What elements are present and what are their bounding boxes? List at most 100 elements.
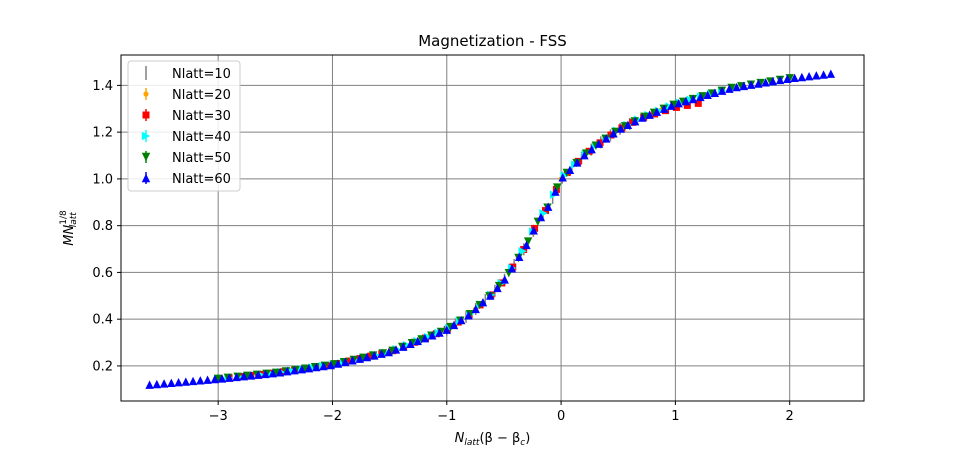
data-point [399, 342, 408, 351]
data-point [686, 95, 695, 104]
legend-marker [141, 152, 151, 162]
x-tick-label: 0 [557, 409, 565, 424]
data-point [348, 356, 357, 365]
legend-item: Nlatt=20 [143, 88, 231, 103]
legend-item: Nlatt=50 [141, 151, 231, 166]
data-point [297, 364, 306, 374]
data-point [558, 173, 567, 182]
legend-marker [141, 131, 151, 141]
data-point [694, 99, 702, 107]
data-point [652, 107, 662, 116]
axis-ticks: −3 −2 −1 0 1 2 0.2 0.4 0.6 0.8 1.0 1.2 1.4 [92, 79, 794, 424]
data-point [659, 104, 669, 113]
data-point [272, 368, 281, 378]
data-point [449, 320, 459, 330]
data-point [761, 78, 770, 87]
data-point [203, 375, 212, 384]
x-tick-label: 1 [671, 409, 679, 424]
y-axis-label: MN1/8latt [59, 210, 79, 246]
y-tick-label: 1.0 [92, 172, 113, 187]
data-point [681, 96, 691, 106]
data-point [345, 357, 353, 365]
data-point [674, 98, 683, 108]
data-point [413, 336, 422, 346]
data-point [543, 202, 553, 211]
data-point [717, 86, 727, 95]
legend-item: Nlatt=30 [142, 109, 231, 124]
data-point [159, 379, 169, 388]
data-point [565, 165, 575, 175]
data-point [826, 69, 836, 78]
data-point [812, 71, 821, 80]
data-point [478, 298, 488, 307]
data-point [520, 245, 528, 253]
data-point [507, 264, 517, 273]
data-point [304, 363, 314, 373]
data-point [391, 345, 401, 354]
data-point [587, 144, 596, 154]
data-point [522, 240, 531, 250]
data-point [312, 362, 321, 372]
data-point [703, 90, 712, 100]
plot-frame [120, 54, 865, 402]
data-point [370, 351, 379, 360]
legend-label: Nlatt=60 [172, 172, 231, 187]
data-point [384, 347, 393, 357]
data-point [330, 360, 339, 369]
legend-label: Nlatt=30 [172, 109, 231, 124]
legend-label: Nlatt=40 [172, 130, 231, 145]
data-point [797, 72, 807, 82]
legend-marker [143, 91, 149, 97]
data-point [609, 129, 618, 138]
data-point [775, 75, 785, 85]
x-tick-label: −2 [323, 409, 342, 424]
data-point [341, 357, 350, 367]
data-point [152, 379, 162, 389]
data-point [283, 367, 292, 376]
legend-label: Nlatt=20 [172, 88, 231, 103]
x-tick-label: −1 [437, 409, 456, 424]
legend-label: Nlatt=50 [172, 151, 231, 166]
data-point [518, 247, 527, 256]
legend-marker [142, 111, 150, 119]
grid [121, 55, 864, 401]
data-point [246, 371, 256, 380]
y-tick-label: 1.4 [92, 79, 113, 94]
legend: Nlatt=10 Nlatt=20 Nlatt=30 Nlatt=40 Nlatt=50… [127, 60, 241, 192]
data-point [696, 92, 705, 102]
data-point [732, 82, 741, 92]
data-point [594, 139, 604, 148]
data-point [457, 315, 466, 325]
data-point [188, 376, 198, 386]
data-point [536, 212, 546, 222]
data-point [551, 187, 560, 196]
data-point [725, 84, 734, 93]
data-point [213, 374, 223, 383]
data-point [804, 71, 814, 81]
legend-item: Nlatt=10 [145, 66, 231, 82]
data-point [217, 374, 227, 383]
data-point [268, 369, 277, 378]
data-point [210, 374, 220, 384]
legend-item: Nlatt=60 [141, 172, 231, 187]
data-point [529, 226, 538, 235]
data-point [174, 377, 183, 387]
data-point [428, 331, 437, 340]
data-point [196, 376, 205, 385]
data-point [790, 73, 799, 83]
data-point [367, 352, 375, 360]
data-point [580, 150, 589, 160]
data-point [326, 360, 335, 370]
data-point [377, 349, 386, 358]
data-point [435, 328, 444, 337]
legend-box [127, 60, 241, 192]
data-point [515, 252, 524, 261]
data-point [486, 291, 495, 300]
data-point [420, 333, 430, 343]
data-point [572, 158, 582, 167]
data-point [819, 70, 828, 79]
data-point [645, 110, 654, 119]
data-point [523, 237, 533, 246]
data-point [500, 275, 509, 284]
